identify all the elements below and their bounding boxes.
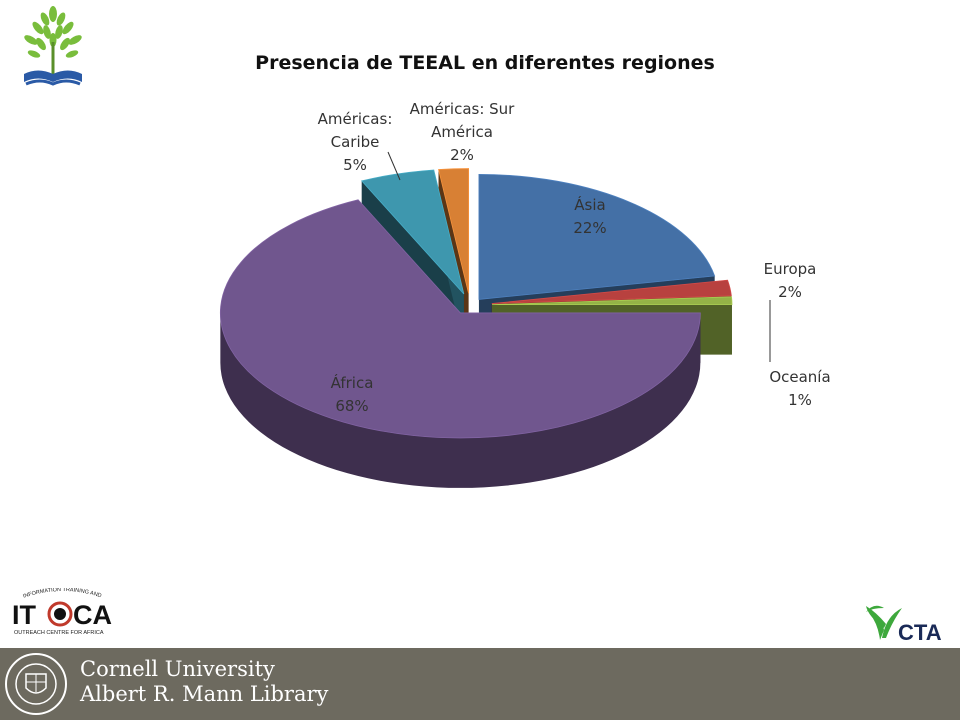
data-label-percent: 1% bbox=[788, 391, 812, 409]
data-label-percent: 2% bbox=[450, 146, 474, 164]
data-label-name: Oceanía bbox=[769, 368, 831, 386]
slice-oceania bbox=[491, 296, 733, 306]
itoca-logo: INFORMATION TRAINING AND IT CA OUTREACH … bbox=[12, 588, 112, 636]
institution-name: Cornell University bbox=[80, 657, 275, 681]
data-label-name: América bbox=[431, 123, 493, 141]
data-label-percent: 68% bbox=[335, 397, 369, 415]
data-label-name: Américas: Sur bbox=[409, 100, 515, 118]
library-name: Albert R. Mann Library bbox=[80, 682, 329, 706]
data-label-name: África bbox=[330, 374, 374, 392]
data-label: Ásia 22% bbox=[520, 194, 660, 240]
data-label: Américas: Sur América 2% bbox=[392, 98, 532, 167]
leader-line bbox=[387, 151, 401, 181]
slice-outer-wall bbox=[220, 312, 701, 488]
svg-text:OUTREACH CENTRE FOR AFRICA: OUTREACH CENTRE FOR AFRICA bbox=[14, 630, 104, 636]
cornell-seal bbox=[5, 653, 67, 715]
svg-text:CA: CA bbox=[73, 600, 112, 630]
data-label-name: Américas: bbox=[317, 110, 393, 128]
data-label-name: Caribe bbox=[330, 133, 380, 151]
data-label-percent: 22% bbox=[573, 219, 607, 237]
svg-text:IT: IT bbox=[12, 600, 37, 630]
slice-asia bbox=[478, 173, 716, 300]
data-label-name: Europa bbox=[763, 260, 817, 278]
chart-title: Presencia de TEEAL en diferentes regione… bbox=[255, 52, 715, 74]
data-label: Américas: Caribe 5% bbox=[285, 108, 425, 177]
cta-logo: CTA bbox=[866, 605, 942, 644]
data-label-percent: 5% bbox=[343, 156, 367, 174]
data-label: África 68% bbox=[282, 372, 422, 418]
footer-bar bbox=[0, 648, 960, 720]
slice-americas-sur-america bbox=[438, 168, 470, 294]
svg-text:CTA: CTA bbox=[898, 620, 942, 644]
slice-africa bbox=[219, 199, 701, 439]
pie-chart bbox=[219, 151, 771, 488]
footer-text: Cornell University Albert R. Mann Librar… bbox=[80, 657, 328, 707]
slice-europa bbox=[491, 279, 732, 304]
data-label-percent: 2% bbox=[778, 283, 802, 301]
data-label: Europa 2% bbox=[720, 258, 860, 304]
pie-tops bbox=[219, 168, 733, 439]
data-label: Oceanía 1% bbox=[730, 366, 870, 412]
data-label-name: Ásia bbox=[574, 196, 606, 214]
tree-book-logo bbox=[24, 6, 82, 86]
svg-text:INFORMATION TRAINING AND: INFORMATION TRAINING AND bbox=[22, 588, 102, 600]
